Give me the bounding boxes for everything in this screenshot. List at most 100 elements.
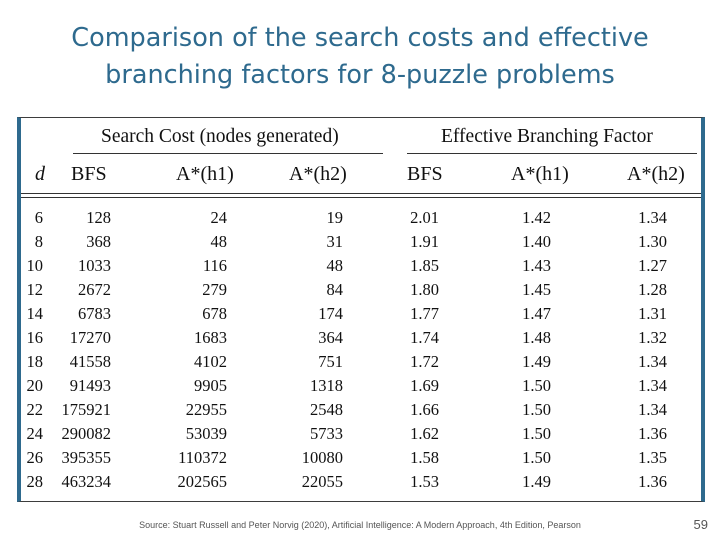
table-cell: 175921	[61, 400, 112, 419]
table-cell: 1.34	[638, 376, 667, 395]
table-cell: 26	[26, 448, 44, 467]
table-cell: 1.74	[410, 328, 439, 347]
table-cell: 1.28	[638, 280, 667, 299]
table-cell: 1318	[310, 376, 343, 395]
table-cell: 10080	[301, 448, 343, 467]
table-cell: 116	[202, 256, 227, 275]
title-line-1: Comparison of the search costs and effec…	[71, 23, 649, 53]
table-cell: 48	[326, 256, 344, 275]
table-cell: 1.69	[410, 376, 439, 395]
table-cell: 1.49	[522, 352, 551, 371]
table-cell: 2548	[310, 400, 343, 419]
table-cell: 24	[210, 208, 228, 227]
table-cell: 128	[86, 208, 111, 227]
table-row: 6 128 24 19 2.01 1.42 1.34	[21, 206, 701, 230]
table-cell: 290082	[61, 424, 112, 443]
table-cell: 14	[26, 304, 44, 323]
table-cell: 1.45	[522, 280, 551, 299]
table-row: 24 290082 53039 5733 1.62 1.50 1.36	[21, 422, 701, 446]
table-row: 12 2672 279 84 1.80 1.45 1.28	[21, 278, 701, 302]
table-cell: 1.58	[410, 448, 439, 467]
table-row: 26 395355 110372 10080 1.58 1.50 1.35	[21, 446, 701, 470]
table-row: 20 91493 9905 1318 1.69 1.50 1.34	[21, 374, 701, 398]
table-cell: 91493	[69, 376, 111, 395]
column-header-astar-h1-cost: A*(h1)	[176, 163, 234, 185]
table-cell: 2672	[78, 280, 111, 299]
table-cell: 1.35	[638, 448, 667, 467]
table-cell: 368	[86, 232, 111, 251]
table-cell: 1.62	[410, 424, 439, 443]
group-header-search-cost: Search Cost (nodes generated)	[101, 126, 339, 147]
header-rule-top	[21, 193, 701, 194]
table-row: 8 368 48 31 1.91 1.40 1.30	[21, 230, 701, 254]
table-cell: 751	[318, 352, 343, 371]
table-row: 16 17270 1683 364 1.74 1.48 1.32	[21, 326, 701, 350]
group-underline-search-cost	[73, 153, 383, 154]
table-cell: 20	[26, 376, 44, 395]
table-cell: 1.80	[410, 280, 439, 299]
header-rule-bottom	[21, 197, 701, 198]
table-cell: 1.30	[638, 232, 667, 251]
table-cell: 1.43	[522, 256, 551, 275]
table-row: 18 41558 4102 751 1.72 1.49 1.34	[21, 350, 701, 374]
table-row: 14 6783 678 174 1.77 1.47 1.31	[21, 302, 701, 326]
table-cell: 1.42	[522, 208, 551, 227]
table-cell: 9905	[194, 376, 227, 395]
column-header-astar-h1-ebf: A*(h1)	[511, 163, 569, 185]
page-number: 59	[693, 517, 708, 532]
column-header-bfs-cost: BFS	[71, 163, 107, 185]
table-cell: 1.40	[522, 232, 551, 251]
table-cell: 1.91	[410, 232, 439, 251]
table-cell: 53039	[185, 424, 227, 443]
table-cell: 395355	[61, 448, 112, 467]
table-cell: 6783	[78, 304, 111, 323]
table-cell: 1.36	[638, 472, 667, 491]
table-cell: 1033	[78, 256, 111, 275]
table-cell: 1.49	[522, 472, 551, 491]
group-underline-branching-factor	[407, 153, 697, 154]
table-cell: 19	[326, 208, 344, 227]
comparison-table: Search Cost (nodes generated) Effective …	[17, 117, 705, 502]
table-cell: 84	[326, 280, 344, 299]
title-line-2: branching factors for 8-puzzle problems	[105, 60, 615, 90]
table-cell: 1.77	[410, 304, 439, 323]
table-cell: 364	[318, 328, 343, 347]
table-cell: 678	[202, 304, 227, 323]
table-cell: 1.85	[410, 256, 439, 275]
table-cell: 24	[26, 424, 44, 443]
table-cell: 22055	[301, 472, 343, 491]
table-cell: 279	[202, 280, 227, 299]
table-cell: 1.66	[410, 400, 439, 419]
table-cell: 16	[26, 328, 44, 347]
table-cell: 1.48	[522, 328, 551, 347]
column-header-astar-h2-cost: A*(h2)	[289, 163, 347, 185]
table-cell: 1683	[194, 328, 227, 347]
table-row: 22 175921 22955 2548 1.66 1.50 1.34	[21, 398, 701, 422]
table-cell: 12	[26, 280, 44, 299]
table-cell: 202565	[177, 472, 228, 491]
table-cell: 174	[318, 304, 343, 323]
table-cell: 1.50	[522, 448, 551, 467]
column-header-bfs-ebf: BFS	[407, 163, 443, 185]
table-cell: 1.34	[638, 208, 667, 227]
table-cell: 8	[34, 232, 43, 251]
table-row: 28 463234 202565 22055 1.53 1.49 1.36	[21, 470, 701, 494]
table-cell: 1.36	[638, 424, 667, 443]
table-cell: 1.31	[638, 304, 667, 323]
table-cell: 48	[210, 232, 228, 251]
group-header-branching-factor: Effective Branching Factor	[441, 126, 653, 147]
table-cell: 22955	[185, 400, 227, 419]
slide-title: Comparison of the search costs and effec…	[20, 20, 700, 94]
table-cell: 1.72	[410, 352, 439, 371]
table-cell: 1.53	[410, 472, 439, 491]
table-cell: 10	[26, 256, 44, 275]
table-cell: 22	[26, 400, 44, 419]
table-cell: 31	[326, 232, 344, 251]
table-cell: 1.34	[638, 352, 667, 371]
table-cell: 1.50	[522, 424, 551, 443]
table-cell: 28	[26, 472, 44, 491]
table-cell: 110372	[178, 448, 227, 467]
table-cell: 5733	[310, 424, 343, 443]
table-cell: 41558	[69, 352, 111, 371]
table-cell: 1.50	[522, 400, 551, 419]
